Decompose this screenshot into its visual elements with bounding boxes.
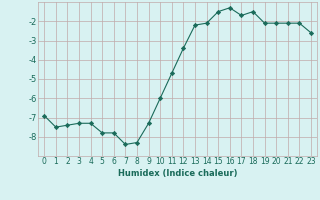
X-axis label: Humidex (Indice chaleur): Humidex (Indice chaleur) [118,169,237,178]
